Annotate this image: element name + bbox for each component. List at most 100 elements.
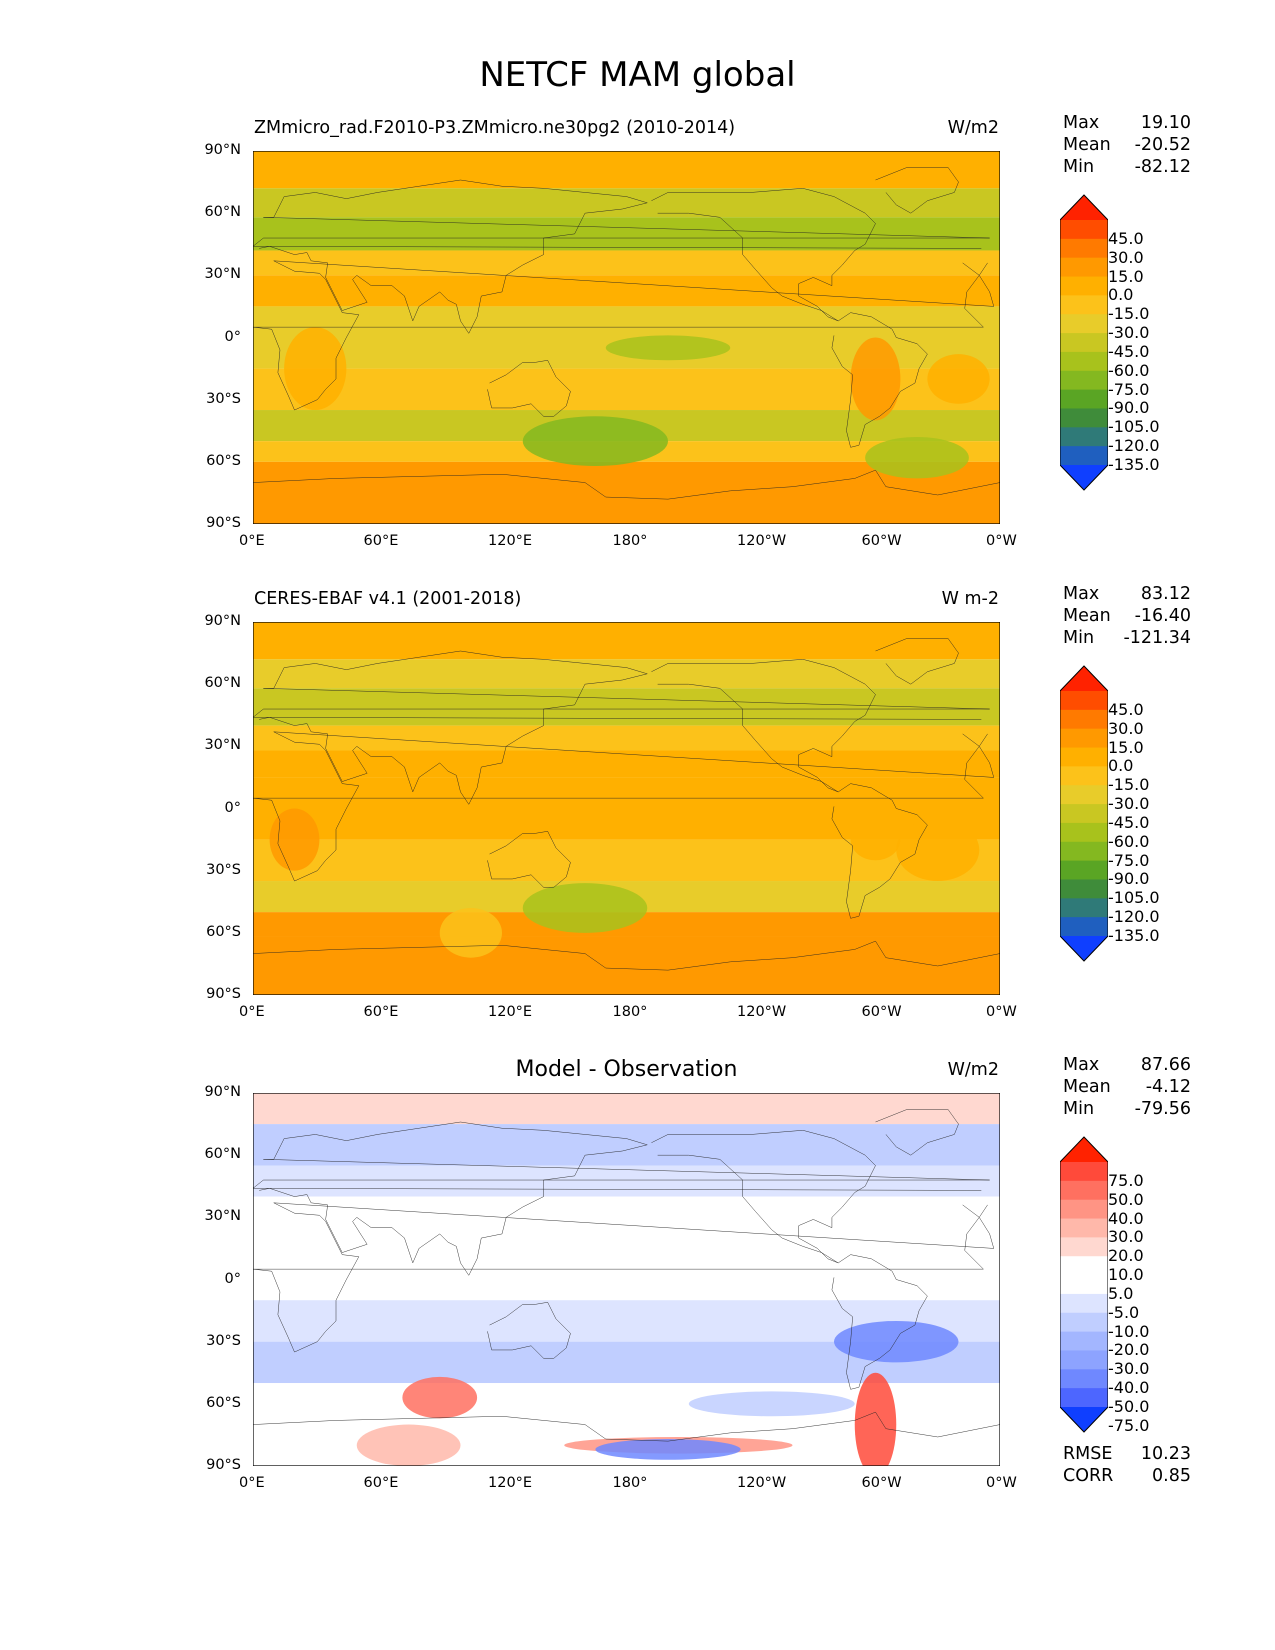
field-feature xyxy=(284,327,347,411)
colorbar-tick-label: 50.0 xyxy=(1108,1189,1144,1209)
colorbar-extend-bottom xyxy=(1060,936,1108,961)
colorbar-segment xyxy=(1060,1275,1108,1295)
stat-label: Max xyxy=(1063,113,1100,133)
lat-tick-label: 0° xyxy=(224,799,241,816)
coastline xyxy=(832,313,927,448)
field-band xyxy=(253,622,1000,660)
colorbar-tick-label: -5.0 xyxy=(1108,1302,1140,1322)
colorbar-segment xyxy=(1060,427,1108,447)
field-band xyxy=(253,1165,1000,1197)
lat-tick-label: 60°N xyxy=(204,675,241,692)
colorbar-extend-top xyxy=(1060,195,1108,220)
colorbar-outline xyxy=(1060,194,1108,491)
stat-value: -82.12 xyxy=(1134,157,1191,177)
field-feature xyxy=(896,818,980,882)
coastline xyxy=(253,1122,990,1275)
lon-tick-label: 120°E xyxy=(488,1475,533,1491)
colorbar-segment xyxy=(1060,804,1108,824)
colorbar-tick-label: 15.0 xyxy=(1108,737,1144,757)
lat-tick-label: 60°N xyxy=(204,204,241,221)
colorbar-tick-label: -75.0 xyxy=(1108,379,1150,399)
colorbar-extend-top xyxy=(1060,1137,1108,1162)
colorbar-tick-label: -105.0 xyxy=(1108,417,1160,437)
colorbar-segment xyxy=(1060,314,1108,334)
error-stats-block: RMSE 10.23 CORR 0.85 xyxy=(1063,1443,1191,1487)
coastline xyxy=(253,1203,994,1352)
coastline xyxy=(253,470,1000,499)
colorbar-extend-bottom xyxy=(1060,1407,1108,1432)
panel-title: ZMmicro_rad.F2010-P3.ZMmicro.ne30pg2 (20… xyxy=(254,118,736,138)
field-band xyxy=(253,725,1000,751)
field-feature xyxy=(522,416,668,466)
colorbar-tick-label: -40.0 xyxy=(1108,1378,1150,1398)
lon-tick-label: 120°W xyxy=(737,1475,787,1491)
lon-tick-label: 0°W xyxy=(986,533,1017,549)
colorbar-segment xyxy=(1060,238,1108,259)
colorbar-tick-label: -75.0 xyxy=(1108,1415,1150,1435)
map-model xyxy=(253,151,1000,524)
lon-tick-label: 120°W xyxy=(737,533,787,549)
colorbar-tick-label: -10.0 xyxy=(1108,1321,1150,1341)
colorbar-tick-label: 30.0 xyxy=(1108,1227,1144,1247)
colorbar-segment xyxy=(1060,1199,1108,1220)
colorbar-segment xyxy=(1060,370,1108,391)
lon-tick-label: 120°E xyxy=(488,1004,533,1020)
lat-tick-label: 0° xyxy=(224,1270,241,1287)
field-band xyxy=(253,1227,1000,1249)
colorbar-tick-label: -30.0 xyxy=(1108,323,1150,343)
lat-tick-label: 60°S xyxy=(206,923,241,940)
colorbar-segment xyxy=(1060,841,1108,862)
colorbar-tick-label: -20.0 xyxy=(1108,1340,1150,1360)
colorbar-tick-label: 45.0 xyxy=(1108,699,1144,719)
coastline xyxy=(487,360,570,416)
field-feature xyxy=(854,1372,897,1466)
lat-tick-label: 90°S xyxy=(206,986,241,1002)
colorbar-tick-label: -15.0 xyxy=(1108,775,1150,795)
stats-block: Max 83.12 Mean -16.40 Min -121.34 xyxy=(1063,583,1191,649)
field-feature xyxy=(402,1376,478,1419)
colorbar-tick-label: -75.0 xyxy=(1108,850,1150,870)
colorbar-tick-label: -120.0 xyxy=(1108,907,1160,927)
lat-tick-label: 30°S xyxy=(206,1332,241,1349)
stat-label: Min xyxy=(1063,1099,1095,1119)
stat-value: -16.40 xyxy=(1134,606,1191,626)
stat-value: 19.10 xyxy=(1140,113,1191,133)
colorbar-tick-label: -45.0 xyxy=(1108,341,1150,361)
colorbar-tick-label: -105.0 xyxy=(1108,888,1160,908)
stat-label: Max xyxy=(1063,584,1100,604)
lon-tick-label: 0°W xyxy=(986,1475,1017,1491)
colorbar-model xyxy=(1060,194,1108,491)
coastline xyxy=(651,659,875,792)
lon-tick-label: 180° xyxy=(612,1004,648,1020)
coastline xyxy=(832,1255,927,1390)
stat-label: Mean xyxy=(1063,135,1111,155)
lon-tick-label: 60°E xyxy=(363,533,399,549)
colorbar-segment xyxy=(1060,1388,1108,1408)
colorbar-difference xyxy=(1060,1136,1108,1433)
colorbar-segment xyxy=(1060,220,1108,240)
panel-units: W m-2 xyxy=(941,589,999,609)
colorbar-segment xyxy=(1060,276,1108,296)
lon-tick-label: 180° xyxy=(612,533,648,549)
colorbar-segment xyxy=(1060,1180,1108,1201)
lon-tick-label: 0°E xyxy=(239,1004,265,1020)
lon-tick-label: 0°E xyxy=(239,1475,265,1491)
panel-title: CERES-EBAF v4.1 (2001-2018) xyxy=(254,589,522,609)
field-band xyxy=(253,151,1000,189)
coastline xyxy=(876,639,959,685)
colorbar-segment xyxy=(1060,766,1108,786)
colorbar-segment xyxy=(1060,1350,1108,1370)
field-feature xyxy=(688,1391,855,1417)
colorbar-segment xyxy=(1060,333,1108,353)
colorbar-segment xyxy=(1060,822,1108,843)
field-feature xyxy=(850,337,901,421)
colorbar-segment xyxy=(1060,351,1108,372)
colorbar-segment xyxy=(1060,747,1108,767)
stat-value: -4.12 xyxy=(1145,1077,1191,1097)
colorbar-tick-label: -30.0 xyxy=(1108,794,1150,814)
colorbar-segment xyxy=(1060,709,1108,730)
coastline xyxy=(253,651,990,804)
coastline xyxy=(876,1110,959,1156)
stat-value: -79.56 xyxy=(1134,1099,1191,1119)
colorbar-tick-label: -135.0 xyxy=(1108,926,1160,945)
